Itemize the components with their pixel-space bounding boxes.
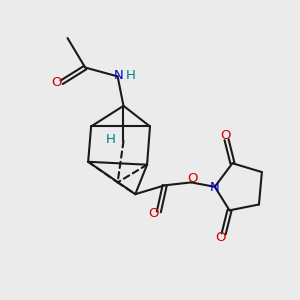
Text: H: H — [126, 69, 136, 82]
Text: O: O — [188, 172, 198, 185]
Text: O: O — [148, 207, 159, 220]
Text: N: N — [209, 181, 219, 194]
Text: H: H — [105, 133, 115, 146]
Text: O: O — [215, 231, 226, 244]
Text: O: O — [220, 129, 230, 142]
Text: N: N — [114, 69, 124, 82]
Text: O: O — [51, 76, 62, 89]
